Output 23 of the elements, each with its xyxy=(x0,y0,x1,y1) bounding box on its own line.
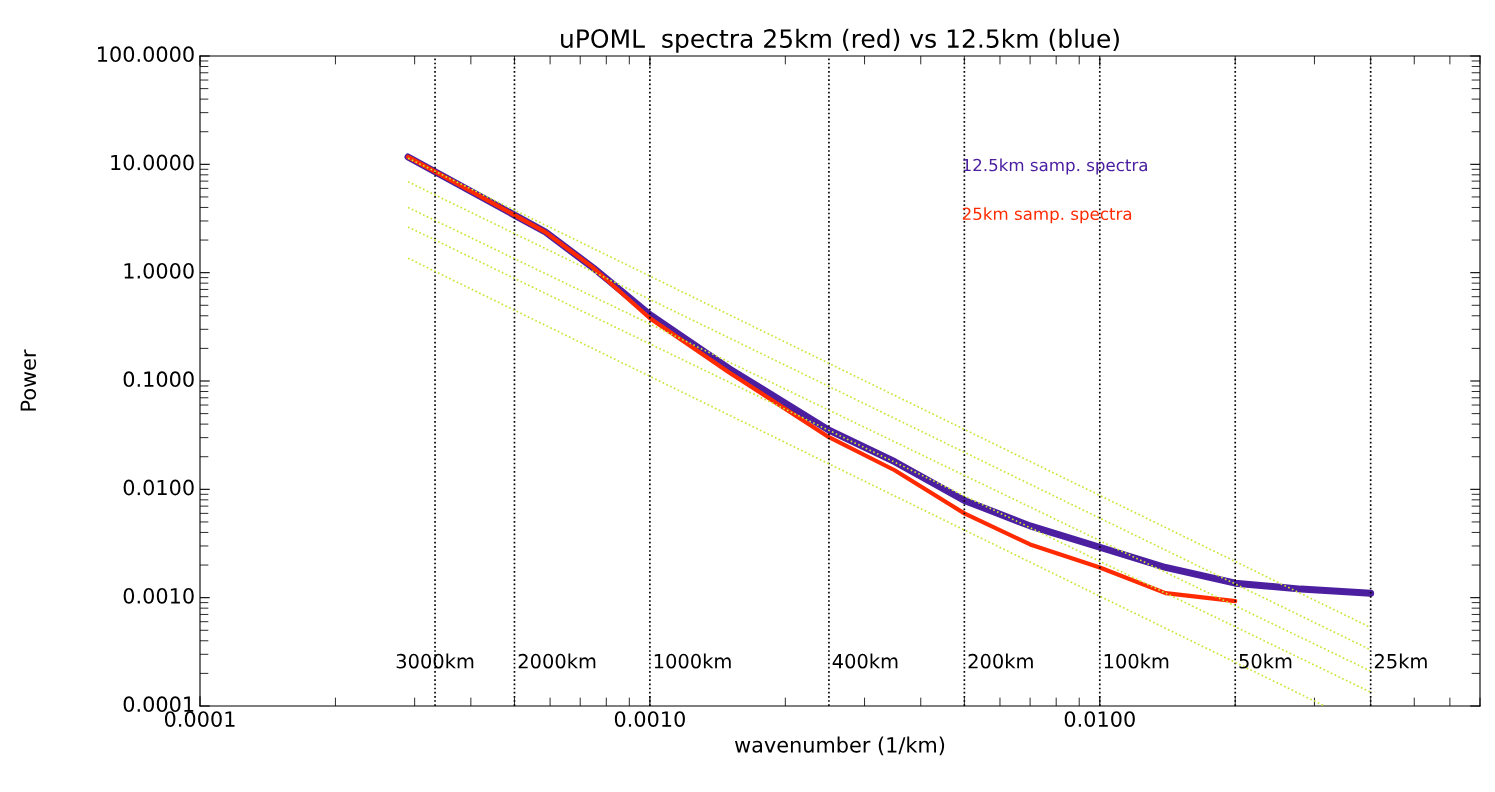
y-tick-label: 0.0010 xyxy=(123,587,194,604)
x-tick-label: 0.0001 xyxy=(164,711,235,727)
y-tick-label: 0.1000 xyxy=(123,371,194,388)
ref-line-label: 50km xyxy=(1239,653,1292,669)
ref-line-label: 3000km xyxy=(396,653,474,669)
y-tick-label: 1.0000 xyxy=(124,262,194,279)
y-tick-label: 0.0100 xyxy=(123,479,194,496)
ref-line-label: 400km xyxy=(832,653,898,669)
ref-line-label: 200km xyxy=(968,653,1033,669)
x-tick-label: 0.0010 xyxy=(614,711,685,727)
x-tick-label: 0.0100 xyxy=(1064,711,1135,727)
ref-line-label: 2000km xyxy=(518,653,596,669)
ref-line-label: 100km xyxy=(1104,653,1169,669)
x-axis-title: wavenumber (1/km) xyxy=(734,736,945,756)
ref-line-label: 1000km xyxy=(654,653,731,669)
text: 12.5km samp. spectra xyxy=(963,158,1147,175)
y-axis-title: Power xyxy=(20,349,37,411)
text: 25km samp. spectra xyxy=(962,207,1132,224)
y-tick-label: 100.0000 xyxy=(98,46,194,63)
ref-line-label: 25km xyxy=(1374,653,1427,669)
y-tick-label: 10.0000 xyxy=(111,154,194,171)
chart-title: uPOML spectra 25km (red) vs 12.5km (blue) xyxy=(561,28,1119,53)
y-tick-label: 0.0001 xyxy=(123,696,194,713)
